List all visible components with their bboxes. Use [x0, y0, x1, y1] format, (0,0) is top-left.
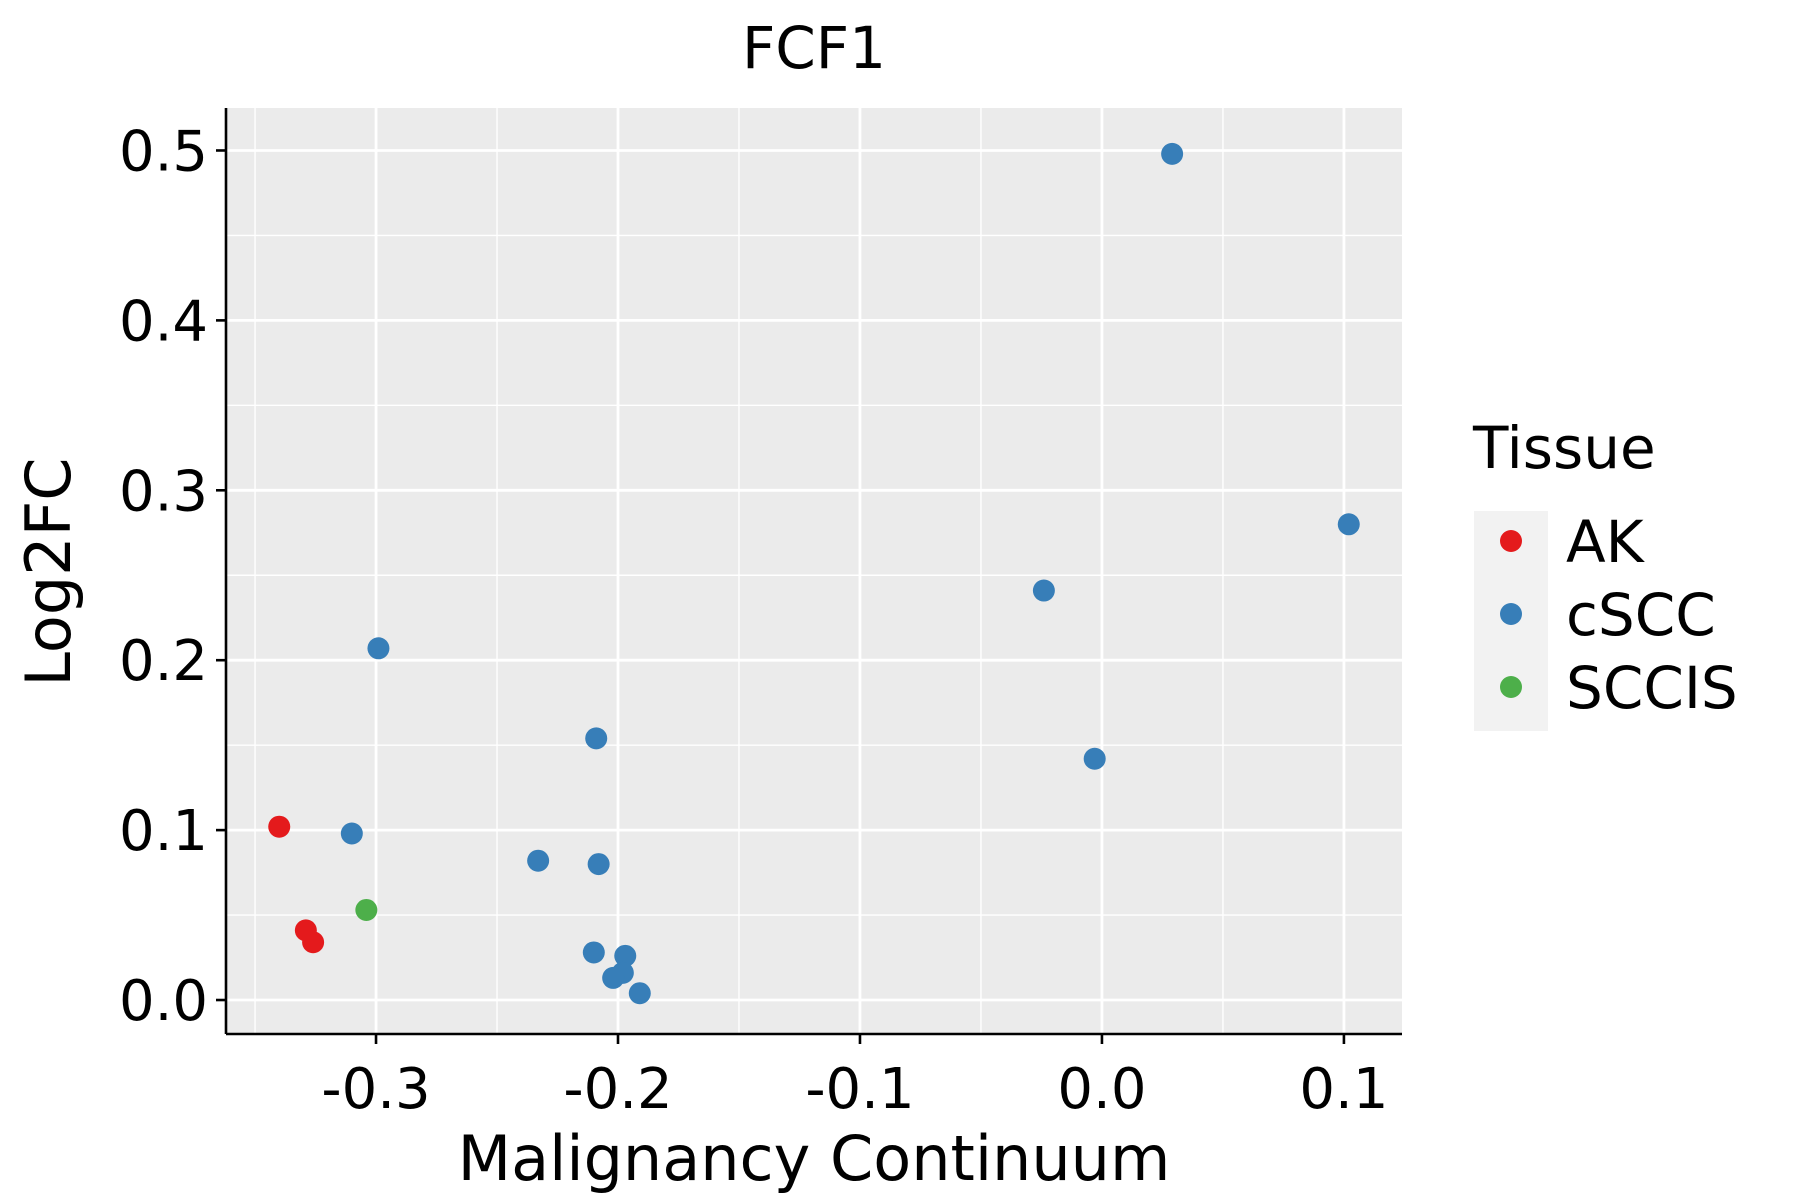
x-tick-label: -0.2 [563, 1057, 672, 1122]
point-cscc [527, 849, 550, 872]
point-cscc [587, 853, 610, 876]
y-tick-label: 0.1 [119, 799, 208, 864]
legend-key-ak [1500, 530, 1522, 552]
point-ak [302, 931, 325, 954]
point-cscc [628, 982, 651, 1005]
y-tick-label: 0.3 [119, 459, 208, 524]
point-cscc [340, 822, 363, 845]
x-axis-label: Malignancy Continuum [458, 1122, 1171, 1195]
point-cscc [1083, 747, 1106, 770]
legend-label-cscc: cSCC [1566, 581, 1716, 649]
legend-key-cscc [1500, 603, 1522, 625]
y-tick-label: 0.2 [119, 629, 208, 694]
y-tick-label: 0.5 [119, 119, 208, 184]
x-tick-label: 0.1 [1299, 1057, 1388, 1122]
x-tick-label: 0.0 [1057, 1057, 1146, 1122]
y-tick-label: 0.0 [119, 969, 208, 1034]
plot-panel [226, 108, 1402, 1034]
x-tick-label: -0.1 [805, 1057, 914, 1122]
point-cscc [1161, 142, 1184, 165]
point-cscc [585, 727, 608, 750]
point-cscc [1032, 579, 1055, 602]
legend-label-ak: AK [1566, 508, 1646, 576]
legend-label-sccis: SCCIS [1566, 654, 1738, 722]
point-cscc [367, 637, 390, 660]
legend-key-sccis [1500, 676, 1522, 698]
chart-title: FCF1 [742, 14, 886, 82]
grid-lines [226, 108, 1402, 1034]
axis-ticks: -0.3 -0.2 -0.1 0.0 0.1 0.0 0.1 0.2 0.3 0.4 0.5 [119, 119, 1389, 1122]
point-cscc [602, 966, 625, 989]
legend-title: Tissue [1472, 414, 1656, 482]
point-sccis [355, 898, 378, 921]
y-tick-label: 0.4 [119, 289, 208, 354]
x-tick-label: -0.3 [321, 1057, 430, 1122]
point-cscc [582, 941, 605, 964]
point-ak [268, 815, 291, 838]
y-axis-label: Log2FC [12, 457, 85, 686]
point-cscc [1337, 513, 1360, 536]
data-points [268, 142, 1360, 1005]
point-cscc [614, 944, 637, 967]
